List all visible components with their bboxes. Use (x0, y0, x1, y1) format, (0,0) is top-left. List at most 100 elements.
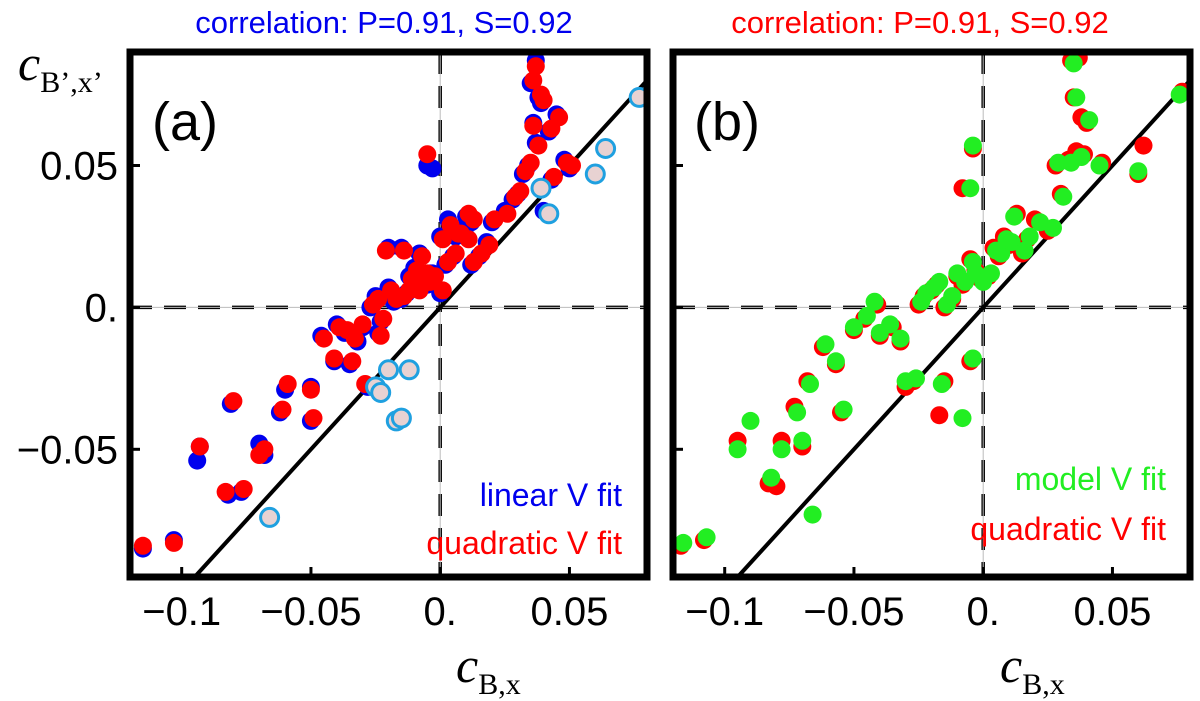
legend-quadratic-v-fit-b: quadratic V fit (970, 511, 1166, 547)
x-tick-label: 0. (424, 590, 457, 634)
data-point-model-v-fit (801, 375, 819, 393)
data-point-quadratic-v-fit (413, 247, 432, 266)
data-point-quadratic-v-fit (133, 536, 152, 555)
data-point-model-v-fit (788, 403, 807, 422)
data-point-quadratic-v-fit (343, 352, 362, 371)
data-point-quadratic-v-fit (418, 264, 437, 283)
data-point-outliers (390, 407, 412, 429)
data-point-model-v-fit (930, 272, 949, 291)
data-point-model-v-fit (1054, 187, 1073, 206)
data-point-quadratic-v-fit (532, 85, 550, 104)
data-point-quadratic-v-fit (376, 241, 395, 260)
legend-linear-v-fit: linear V fit (480, 477, 622, 513)
data-point-model-v-fit (1005, 207, 1024, 226)
data-point-model-v-fit (816, 335, 835, 354)
data-point-quadratic-v-fit (521, 153, 540, 172)
data-point-linear-v-fit (188, 451, 207, 470)
data-point-quadratic-v-fit (234, 480, 253, 498)
data-point-model-v-fit (1067, 88, 1086, 107)
data-point-model-v-fit (834, 400, 853, 419)
data-point-quadratic-v-fit (371, 326, 390, 345)
data-point-quadratic-v-fit (498, 204, 517, 223)
panel-b: −0.1 −0.05 0. 0.05 (b) model V fit quadrati… (669, 48, 1194, 634)
data-point-model-v-fit (1049, 153, 1068, 172)
y-tick-label: 0.05 (40, 145, 118, 189)
data-point-quadratic-v-fit (224, 392, 243, 411)
x-axis-label-a: cB,x (456, 637, 521, 701)
panel-label-a: (a) (152, 92, 218, 152)
data-point-model-v-fit (932, 375, 951, 393)
x-tick-label: 0. (967, 590, 1000, 634)
panel-label-b: (b) (694, 92, 760, 152)
data-point-model-v-fit (857, 306, 876, 325)
data-point-model-v-fit (728, 440, 747, 459)
data-point-model-v-fit (1090, 156, 1109, 175)
data-point-quadratic-v-fit (216, 482, 235, 501)
data-point-model-v-fit (803, 505, 822, 524)
data-point-quadratic-v-fit (511, 182, 530, 201)
x-tick-label: −0.05 (260, 590, 361, 634)
data-point-quadratic-v-fit (459, 204, 478, 223)
data-point-quadratic-v-fit (273, 400, 292, 419)
data-point-model-v-fit (844, 318, 863, 337)
data-point-quadratic-v-fit (526, 57, 545, 76)
data-point-quadratic-v-fit (369, 289, 388, 308)
data-point-model-v-fit (1080, 111, 1099, 130)
data-point-model-v-fit (953, 409, 972, 428)
data-point-quadratic-v-fit (374, 309, 393, 328)
data-point-quadratic-v-fit (524, 116, 543, 135)
panel-b-frame (669, 48, 1194, 581)
data-point-outliers (259, 506, 281, 528)
data-point-quadratic-v-fit (304, 409, 323, 428)
panel-a-frame (126, 48, 651, 581)
reference-line-y-equals-x (736, 79, 1192, 579)
x-tick-label: −0.1 (685, 590, 764, 634)
data-point-quadratic-v-fit (544, 167, 563, 186)
x-tick-label: 0.05 (1074, 590, 1152, 634)
data-point-model-v-fit (1044, 218, 1062, 237)
data-point-quadratic-v-fit (325, 349, 344, 368)
correlation-label-b: correlation: P=0.91, S=0.92 (731, 5, 1108, 40)
data-point-model-v-fit (1015, 241, 1034, 260)
data-point-quadratic-v-fit (345, 329, 364, 348)
data-point-quadratic-v-fit (550, 108, 569, 127)
data-point-quadratic-v-fit (433, 281, 452, 300)
legend-quadratic-v-fit-a: quadratic V fit (426, 525, 622, 561)
data-point-model-v-fit (963, 349, 982, 368)
data-point-outliers (378, 359, 399, 381)
data-point-model-v-fit (961, 179, 980, 198)
y-axis-label: cB’,x’ (18, 35, 103, 99)
data-point-model-v-fit (1020, 227, 1039, 246)
data-point-outliers (398, 359, 420, 381)
data-point-quadratic-v-fit (563, 156, 581, 175)
data-point-quadratic-v-fit (190, 437, 209, 456)
data-point-model-v-fit (992, 244, 1011, 263)
data-point-model-v-fit (741, 411, 760, 430)
data-point-quadratic-v-fit (410, 281, 429, 300)
data-point-quadratic-v-fit (418, 145, 437, 164)
data-point-quadratic-v-fit (524, 71, 543, 90)
data-point-quadratic-v-fit (449, 224, 468, 243)
correlation-label-a: correlation: P=0.91, S=0.92 (195, 5, 572, 40)
data-point-model-v-fit (907, 369, 925, 388)
x-tick-label: −0.05 (803, 590, 904, 634)
x-tick-label: 0.05 (531, 590, 609, 634)
x-axis-label-b: cB,x (1000, 637, 1065, 701)
data-point-model-v-fit (793, 431, 812, 450)
data-point-quadratic-v-fit (480, 236, 499, 254)
data-point-outliers (538, 203, 560, 225)
data-point-model-v-fit (982, 264, 1000, 283)
data-point-quadratic-v-fit (395, 241, 413, 260)
data-point-model-v-fit (826, 352, 845, 371)
data-point-model-v-fit (772, 440, 791, 459)
data-point-model-v-fit (1129, 162, 1148, 181)
data-point-model-v-fit (762, 468, 781, 487)
data-point-model-v-fit (943, 287, 962, 306)
data-point-model-v-fit (1072, 148, 1091, 166)
data-point-quadratic-v-fit (314, 329, 333, 348)
data-point-outliers (370, 382, 392, 403)
data-point-outliers (530, 177, 552, 199)
data-point-quadratic-v-fit (446, 244, 465, 263)
data-point-model-v-fit (881, 315, 900, 334)
data-point-model-v-fit (891, 329, 910, 348)
